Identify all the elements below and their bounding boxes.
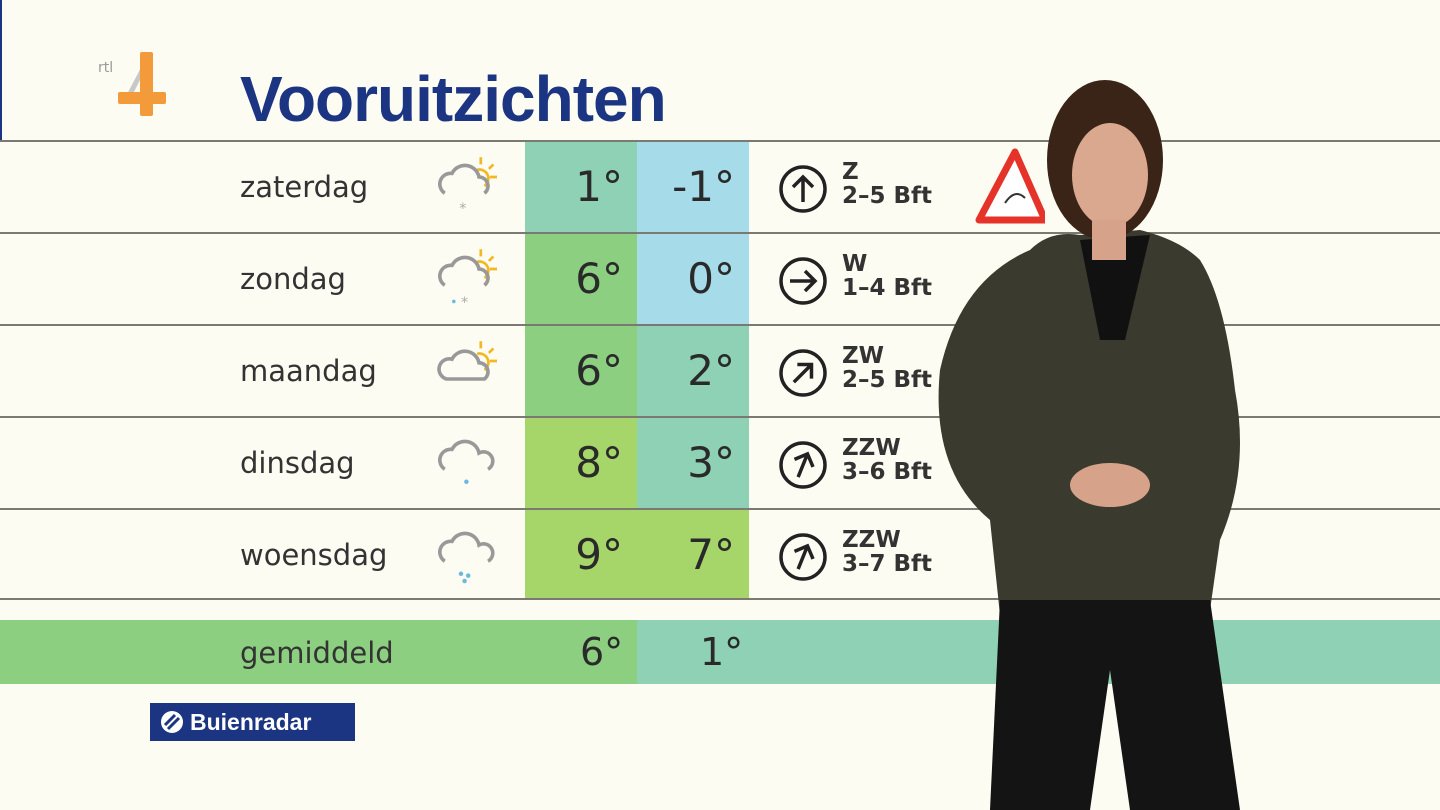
min-temp: 3° (637, 418, 749, 508)
presenter (938, 80, 1240, 810)
wind-direction-arrow-icon (779, 441, 827, 489)
partly-cloudy-snow-icon: * (438, 157, 497, 217)
wind-force: 3–7 Bft (842, 551, 933, 577)
min-temp: 2° (637, 326, 749, 416)
average-min: 1° (700, 630, 744, 674)
wind-force: 3–6 Bft (842, 459, 933, 485)
average-max: 6° (580, 630, 624, 674)
day-label: zondag (240, 262, 346, 296)
day-label: woensdag (240, 538, 388, 572)
buienradar-label: Buienradar (190, 709, 312, 735)
forecast-row: maandag 6° 2° ZW 2–5 Bft (0, 324, 1440, 416)
wind-direction: ZW (842, 343, 885, 369)
page-title: Vooruitzichten (240, 63, 667, 135)
day-label: dinsdag (240, 446, 355, 480)
min-temp: -1° (637, 142, 749, 232)
svg-text:*: * (459, 201, 466, 217)
divider (0, 598, 1440, 600)
wind-direction-arrow-icon (779, 257, 827, 305)
wind-direction: ZZW (842, 435, 901, 461)
min-temp: 0° (637, 234, 749, 324)
wind-force: 1–4 Bft (842, 275, 933, 301)
forecast-row: dinsdag 8° 3° ZZW 3–6 Bft (0, 416, 1440, 508)
forecast-row: zondag * 6° 0° W 1–4 Bft (0, 232, 1440, 324)
rtl4-logo: rtl (98, 52, 166, 116)
cloud-rain-icon (438, 531, 495, 584)
max-temp: 8° (525, 418, 637, 508)
wind-direction: ZZW (842, 527, 901, 553)
max-temp: 6° (525, 326, 637, 416)
max-temp: 9° (525, 510, 637, 600)
wind-force: 2–5 Bft (842, 183, 933, 209)
day-label: maandag (240, 354, 377, 388)
wind-direction-arrow-icon (779, 533, 827, 581)
cloud-light-rain-icon (438, 439, 495, 485)
wind-direction: Z (842, 159, 859, 185)
slippery-road-warning-icon (975, 148, 1045, 224)
partly-cloudy-icon (437, 341, 497, 381)
day-label: zaterdag (240, 170, 369, 204)
wind-info: Z 2–5 Bft (842, 160, 932, 208)
min-temp: 7° (637, 510, 749, 600)
buienradar-logo: Buienradar (150, 703, 355, 741)
forecast-row: zaterdag * 1° -1° Z 2–5 Bft (0, 140, 1440, 232)
buienradar-icon (161, 711, 183, 733)
forecast-row: woensdag 9° 7° ZZW 3–7 Bft (0, 508, 1440, 600)
max-temp: 1° (525, 142, 637, 232)
wind-info: ZZW 3–6 Bft (842, 436, 932, 484)
wind-info: ZZW 3–7 Bft (842, 528, 932, 576)
average-label: gemiddeld (240, 636, 394, 670)
svg-text:*: * (461, 295, 468, 311)
wind-direction-arrow-icon (779, 349, 827, 397)
wind-direction-arrow-icon (779, 165, 827, 213)
svg-text:rtl: rtl (98, 60, 113, 76)
left-border (0, 0, 2, 140)
wind-info: ZW 2–5 Bft (842, 344, 932, 392)
partly-cloudy-sleet-icon: * (438, 249, 497, 311)
max-temp: 6° (525, 234, 637, 324)
wind-force: 2–5 Bft (842, 367, 933, 393)
wind-direction: W (842, 251, 868, 277)
wind-info: W 1–4 Bft (842, 252, 932, 300)
